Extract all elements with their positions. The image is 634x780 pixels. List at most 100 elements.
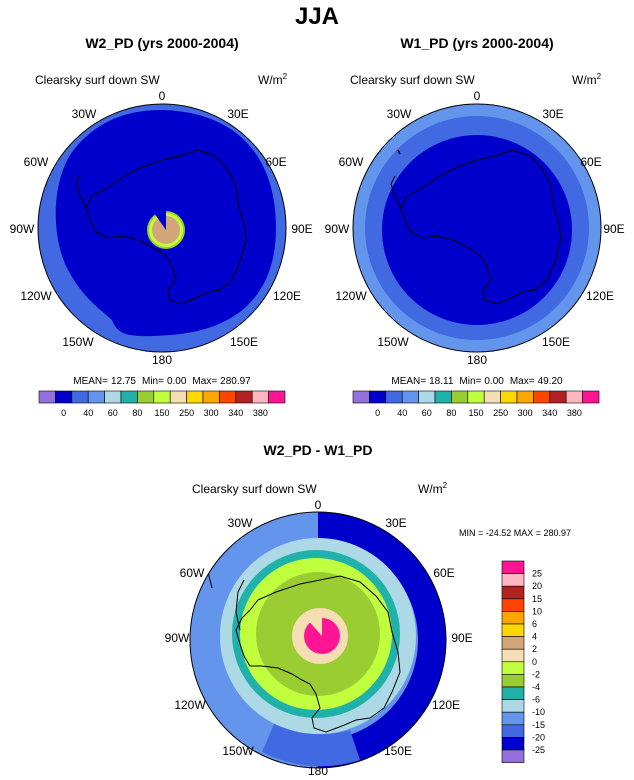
panel-w2-s-america [39,169,47,187]
panel-diff-colorbar-tick-1: 20 [532,581,542,591]
panel-w1-colorbar-tick-2: 60 [422,408,432,418]
panel-w1-colorbar-swatch-12 [549,390,567,404]
panel-w2-colorbar-swatch-1 [55,390,73,404]
panel-w2-colorbar-tick-8: 380 [253,408,268,418]
panel-w1-colorbar-tick-8: 380 [567,408,582,418]
panel-w1-colorbar-swatch-11 [533,390,551,404]
panel-w2-min-label: Min= [142,376,164,387]
panel-diff-band-royal-south [262,722,360,767]
panel-w2-colorbar-tick-2: 60 [108,408,118,418]
panel-diff-colorbar-swatch-1 [501,573,525,587]
panel-w2-variable: Clearsky surf down SW [35,73,160,87]
panel-w1-units-base: W/m [572,73,597,87]
panel-diff-lon-90e: 90E [451,631,472,645]
panel-diff-colorbar-swatch-10 [501,686,525,700]
panel-diff-lon-60e: 60E [433,566,454,580]
panel-w2-lon-150w: 150W [62,335,94,349]
panel-w1-colorbar-swatch-4 [418,390,436,404]
panel-diff-colorbar-swatch-3 [501,598,525,612]
panel-diff-colorbar-swatch-12 [501,711,525,726]
panel-diff: W2_PD - W1_PD Clearsky surf down SW W/m2… [165,442,571,778]
panel-w2-colorbar-swatch-9 [186,390,204,404]
panel-w1-s-america [397,149,401,155]
panel-w1-lon-180: 180 [467,353,487,367]
panel-w2-colorbar-swatch-5 [120,390,138,404]
panel-w2-pole-gap [152,208,166,230]
panel-w2-mean-label: MEAN= [73,376,108,387]
panel-diff-colorbar-swatch-13 [501,724,525,738]
panel-w2-colorbar: 0 40 60 80 150 250 300 340 380 [38,390,286,418]
panel-diff-title: W2_PD - W1_PD [264,442,373,458]
panel-w1-lon-120e: 120E [586,289,614,303]
panel-diff-colorbar-swatch-6 [501,636,525,650]
panel-diff-stats: MIN = -24.52 MAX = 280.97 [459,528,571,538]
panel-diff-colorbar-tick-3: 10 [532,606,542,616]
panel-w2-colorbar-tick-6: 300 [204,408,219,418]
panel-diff-antarctica-coast [235,575,401,733]
panel-w2-units-base: W/m [258,73,283,87]
panel-w2-max-label: Max= [192,376,217,387]
panel-w1-colorbar-tick-1: 40 [397,408,407,418]
panel-diff-band-blue-east [318,512,446,768]
panel-w2-colorbar-tick-4: 150 [154,408,169,418]
panel-w1-colorbar-tick-0: 0 [375,408,380,418]
panel-diff-lon-30w: 30W [228,516,253,530]
panel-w2-colorbar-swatch-6 [137,390,155,404]
panel-diff-units: W/m2 [418,481,448,496]
panel-w1-title: W1_PD (yrs 2000-2004) [400,35,553,51]
panel-w1-lon-90e: 90E [603,222,624,236]
panel-w1-lon-60w: 60W [339,155,364,169]
panel-w1-map [353,104,601,352]
panel-w1-lon-90w: 90W [325,222,350,236]
panel-w1-colorbar-tick-6: 300 [518,408,533,418]
panel-w2-lon-120e: 120E [273,289,301,303]
panel-w1-min-label: Min= [459,376,481,387]
panel-w2-lon-150e: 150E [230,335,258,349]
panel-diff-map [190,512,446,768]
panel-w2-colorbar-tick-0: 0 [61,408,66,418]
panel-diff-lon-30e: 30E [385,516,406,530]
panel-w1-colorbar-tick-7: 340 [542,408,557,418]
panel-w1-peninsula [390,175,402,209]
panel-w1-colorbar-swatch-14 [582,390,600,404]
panel-diff-colorbar-swatch-4 [501,611,525,625]
panel-w2-min: 0.00 [167,376,187,387]
panel-w2-colorbar-swatch-11 [219,390,237,404]
panel-w2-colorbar-swatch-2 [71,390,89,404]
panel-diff-colorbar-tick-0: 25 [532,569,542,579]
panel-diff-colorbar-tick-8: -2 [532,669,540,679]
panel-w2-lon-60w: 60W [24,155,49,169]
panel-w1-min: 0.00 [484,376,504,387]
panel-w2-colorbar-swatch-8 [169,390,187,404]
panel-diff-colorbar-swatch-11 [501,699,525,713]
panel-w2-map [38,104,286,352]
panel-diff-colorbar-tick-6: 2 [532,644,537,654]
panel-w2-lon-180: 180 [152,353,172,367]
panel-diff-s-america [207,571,213,589]
panel-w2-lon-30e: 30E [227,107,248,121]
panel-w2-colorbar-swatch-3 [87,390,105,404]
panel-w2-lon-labels: 0 30E 60E 90E 120E 150E 180 150W 120W 90… [10,89,313,367]
panel-w1-max-label: Max= [510,376,535,387]
panel-w1-colorbar-swatch-1 [369,390,387,404]
panel-w1-colorbar-tick-3: 80 [446,408,456,418]
panel-diff-colorbar-swatch-7 [501,648,525,663]
panel-w1-variable: Clearsky surf down SW [350,73,475,87]
panel-w2-antarctica-coast [85,149,247,305]
panel-w2-colorbar-tick-7: 340 [228,408,243,418]
panel-w1-colorbar-tick-5: 250 [493,408,508,418]
panel-diff-colorbar-tick-11: -10 [532,707,545,717]
panel-w2-colorbar-swatch-14 [268,390,286,404]
panel-w2-colorbar-swatch-12 [235,390,253,404]
panel-w2-title: W2_PD (yrs 2000-2004) [85,35,238,51]
panel-diff-peninsula [235,579,245,631]
panel-diff-colorbar-swatch-0 [501,560,525,574]
panel-diff-colorbar-tick-14: -25 [532,745,545,755]
panel-diff-lon-90w: 90W [165,631,190,645]
panel-w2-colorbar-tick-3: 80 [132,408,142,418]
panel-w1-units-exp: 2 [597,72,602,81]
panel-w1-units: W/m2 [572,72,602,87]
panel-diff-lon-150e: 150E [384,744,412,758]
